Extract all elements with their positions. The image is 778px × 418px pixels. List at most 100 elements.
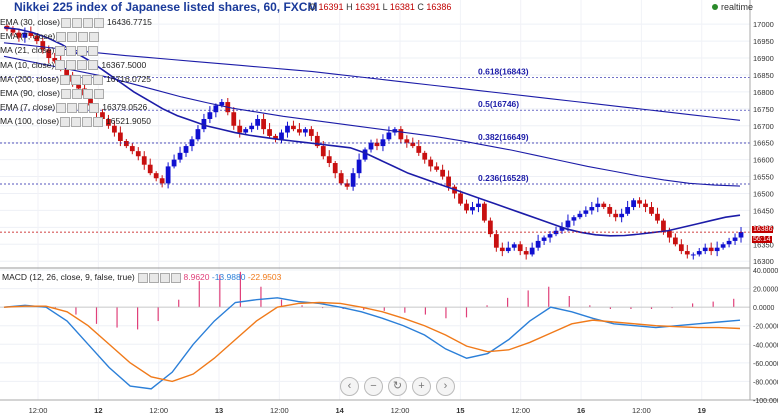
candle-body: [219, 102, 225, 106]
price-tick-label: 16850: [753, 71, 774, 80]
close-icon[interactable]: [78, 31, 89, 42]
macd-signal-value: -22.9503: [247, 272, 282, 282]
candle-body: [434, 166, 440, 170]
indicator-legend-item: MA (200, close) 16716.0725: [0, 74, 151, 85]
indicator-legend-item: EMA (30, close) 16436.7715: [0, 17, 152, 28]
settings-icon[interactable]: [60, 74, 71, 85]
more-icon[interactable]: [94, 17, 104, 28]
close-icon[interactable]: [82, 117, 93, 128]
candle-body: [16, 32, 22, 38]
more-icon[interactable]: [93, 74, 104, 85]
candle-body: [529, 247, 535, 255]
candle-body: [237, 125, 243, 133]
candle-body: [708, 247, 714, 252]
more-icon[interactable]: [88, 46, 99, 57]
more-icon[interactable]: [89, 31, 100, 42]
zoom-out-button[interactable]: −: [364, 377, 383, 396]
candle-body: [326, 156, 332, 164]
settings-icon[interactable]: [55, 46, 66, 57]
candles: [4, 23, 744, 260]
indicator-line: [3, 26, 741, 237]
price-tick-label: 16650: [753, 139, 774, 148]
candle-body: [732, 237, 738, 241]
eye-icon[interactable]: [67, 102, 78, 113]
scroll-right-button[interactable]: ›: [436, 377, 455, 396]
last-price-tag: 16386: [752, 226, 774, 233]
candle-body: [613, 213, 619, 218]
time-tick-label: 12:00: [511, 406, 530, 415]
macd-tick-label: 40.0000: [753, 268, 778, 275]
candle-body: [171, 159, 177, 167]
macd-tick-label: -20.0000: [753, 324, 778, 331]
realtime-label: realtime: [721, 2, 754, 12]
settings-icon[interactable]: [55, 60, 66, 71]
fib-level-label: 0.5(16746): [478, 99, 519, 109]
more-icon[interactable]: [88, 60, 99, 71]
ohlc-o-label: O: [309, 2, 317, 12]
close-icon[interactable]: [77, 60, 88, 71]
price-tick-label: 16900: [753, 54, 774, 63]
indicator-legend-item: MA (100, close) 16521.9050: [0, 116, 151, 128]
candle-body: [470, 207, 475, 211]
fib-level-label: 0.236(16528): [478, 173, 529, 183]
candle-body: [320, 146, 326, 157]
candle-body: [625, 207, 631, 214]
settings-icon[interactable]: [61, 17, 71, 28]
eye-icon[interactable]: [71, 74, 82, 85]
more-icon[interactable]: [94, 88, 104, 99]
candle-body: [559, 227, 565, 231]
macd-tick-label: -80.0000: [753, 379, 778, 386]
eye-icon[interactable]: [71, 117, 82, 128]
price-tick-label: 16450: [753, 206, 774, 215]
settings-icon[interactable]: [60, 117, 71, 128]
eye-icon[interactable]: [66, 60, 77, 71]
close-icon[interactable]: [160, 272, 171, 283]
time-tick-label: 14: [336, 406, 345, 415]
candle-body: [631, 200, 636, 208]
candle-body: [368, 142, 374, 150]
price-tick-label: 16800: [753, 88, 774, 97]
zoom-in-button[interactable]: +: [412, 377, 431, 396]
close-icon[interactable]: [83, 88, 93, 99]
settings-icon[interactable]: [138, 272, 149, 283]
reset-button[interactable]: ↻: [388, 377, 407, 396]
eye-icon[interactable]: [66, 46, 77, 57]
candle-body: [404, 139, 410, 143]
more-icon[interactable]: [89, 102, 100, 113]
candle-body: [177, 152, 183, 160]
eye-icon[interactable]: [67, 31, 78, 42]
settings-icon[interactable]: [56, 31, 67, 42]
candle-body: [314, 135, 320, 147]
close-icon[interactable]: [77, 46, 88, 57]
candle-body: [52, 58, 58, 62]
price-tick-label: 16600: [753, 156, 774, 165]
time-tick-label: 12: [94, 406, 102, 415]
candle-body: [416, 146, 422, 153]
close-icon[interactable]: [82, 74, 93, 85]
time-tick-label: 12:00: [632, 406, 651, 415]
eye-icon[interactable]: [72, 17, 82, 28]
settings-icon[interactable]: [56, 102, 67, 113]
candle-body: [350, 173, 356, 187]
close-icon[interactable]: [78, 102, 89, 113]
close-icon[interactable]: [83, 17, 93, 28]
ohlc-readout: O 16391 H 16391 L 16381 C 16386: [309, 2, 451, 12]
eye-icon[interactable]: [149, 272, 160, 283]
more-icon[interactable]: [171, 272, 182, 283]
candle-body: [231, 112, 237, 126]
eye-icon[interactable]: [72, 88, 82, 99]
more-icon[interactable]: [93, 117, 104, 128]
candle-body: [714, 247, 720, 252]
candle-body: [440, 169, 446, 177]
macd-hist-value: 8.9620: [183, 272, 210, 282]
settings-icon[interactable]: [61, 88, 71, 99]
macd-lines: [3, 297, 741, 390]
candle-body: [255, 118, 261, 126]
candle-body: [76, 81, 81, 89]
candle-body: [410, 142, 416, 147]
scroll-left-button[interactable]: ‹: [340, 377, 359, 396]
candle-body: [285, 125, 290, 133]
realtime-indicator: realtime: [712, 2, 753, 12]
candle-body: [273, 135, 278, 140]
candle-body: [88, 95, 93, 106]
